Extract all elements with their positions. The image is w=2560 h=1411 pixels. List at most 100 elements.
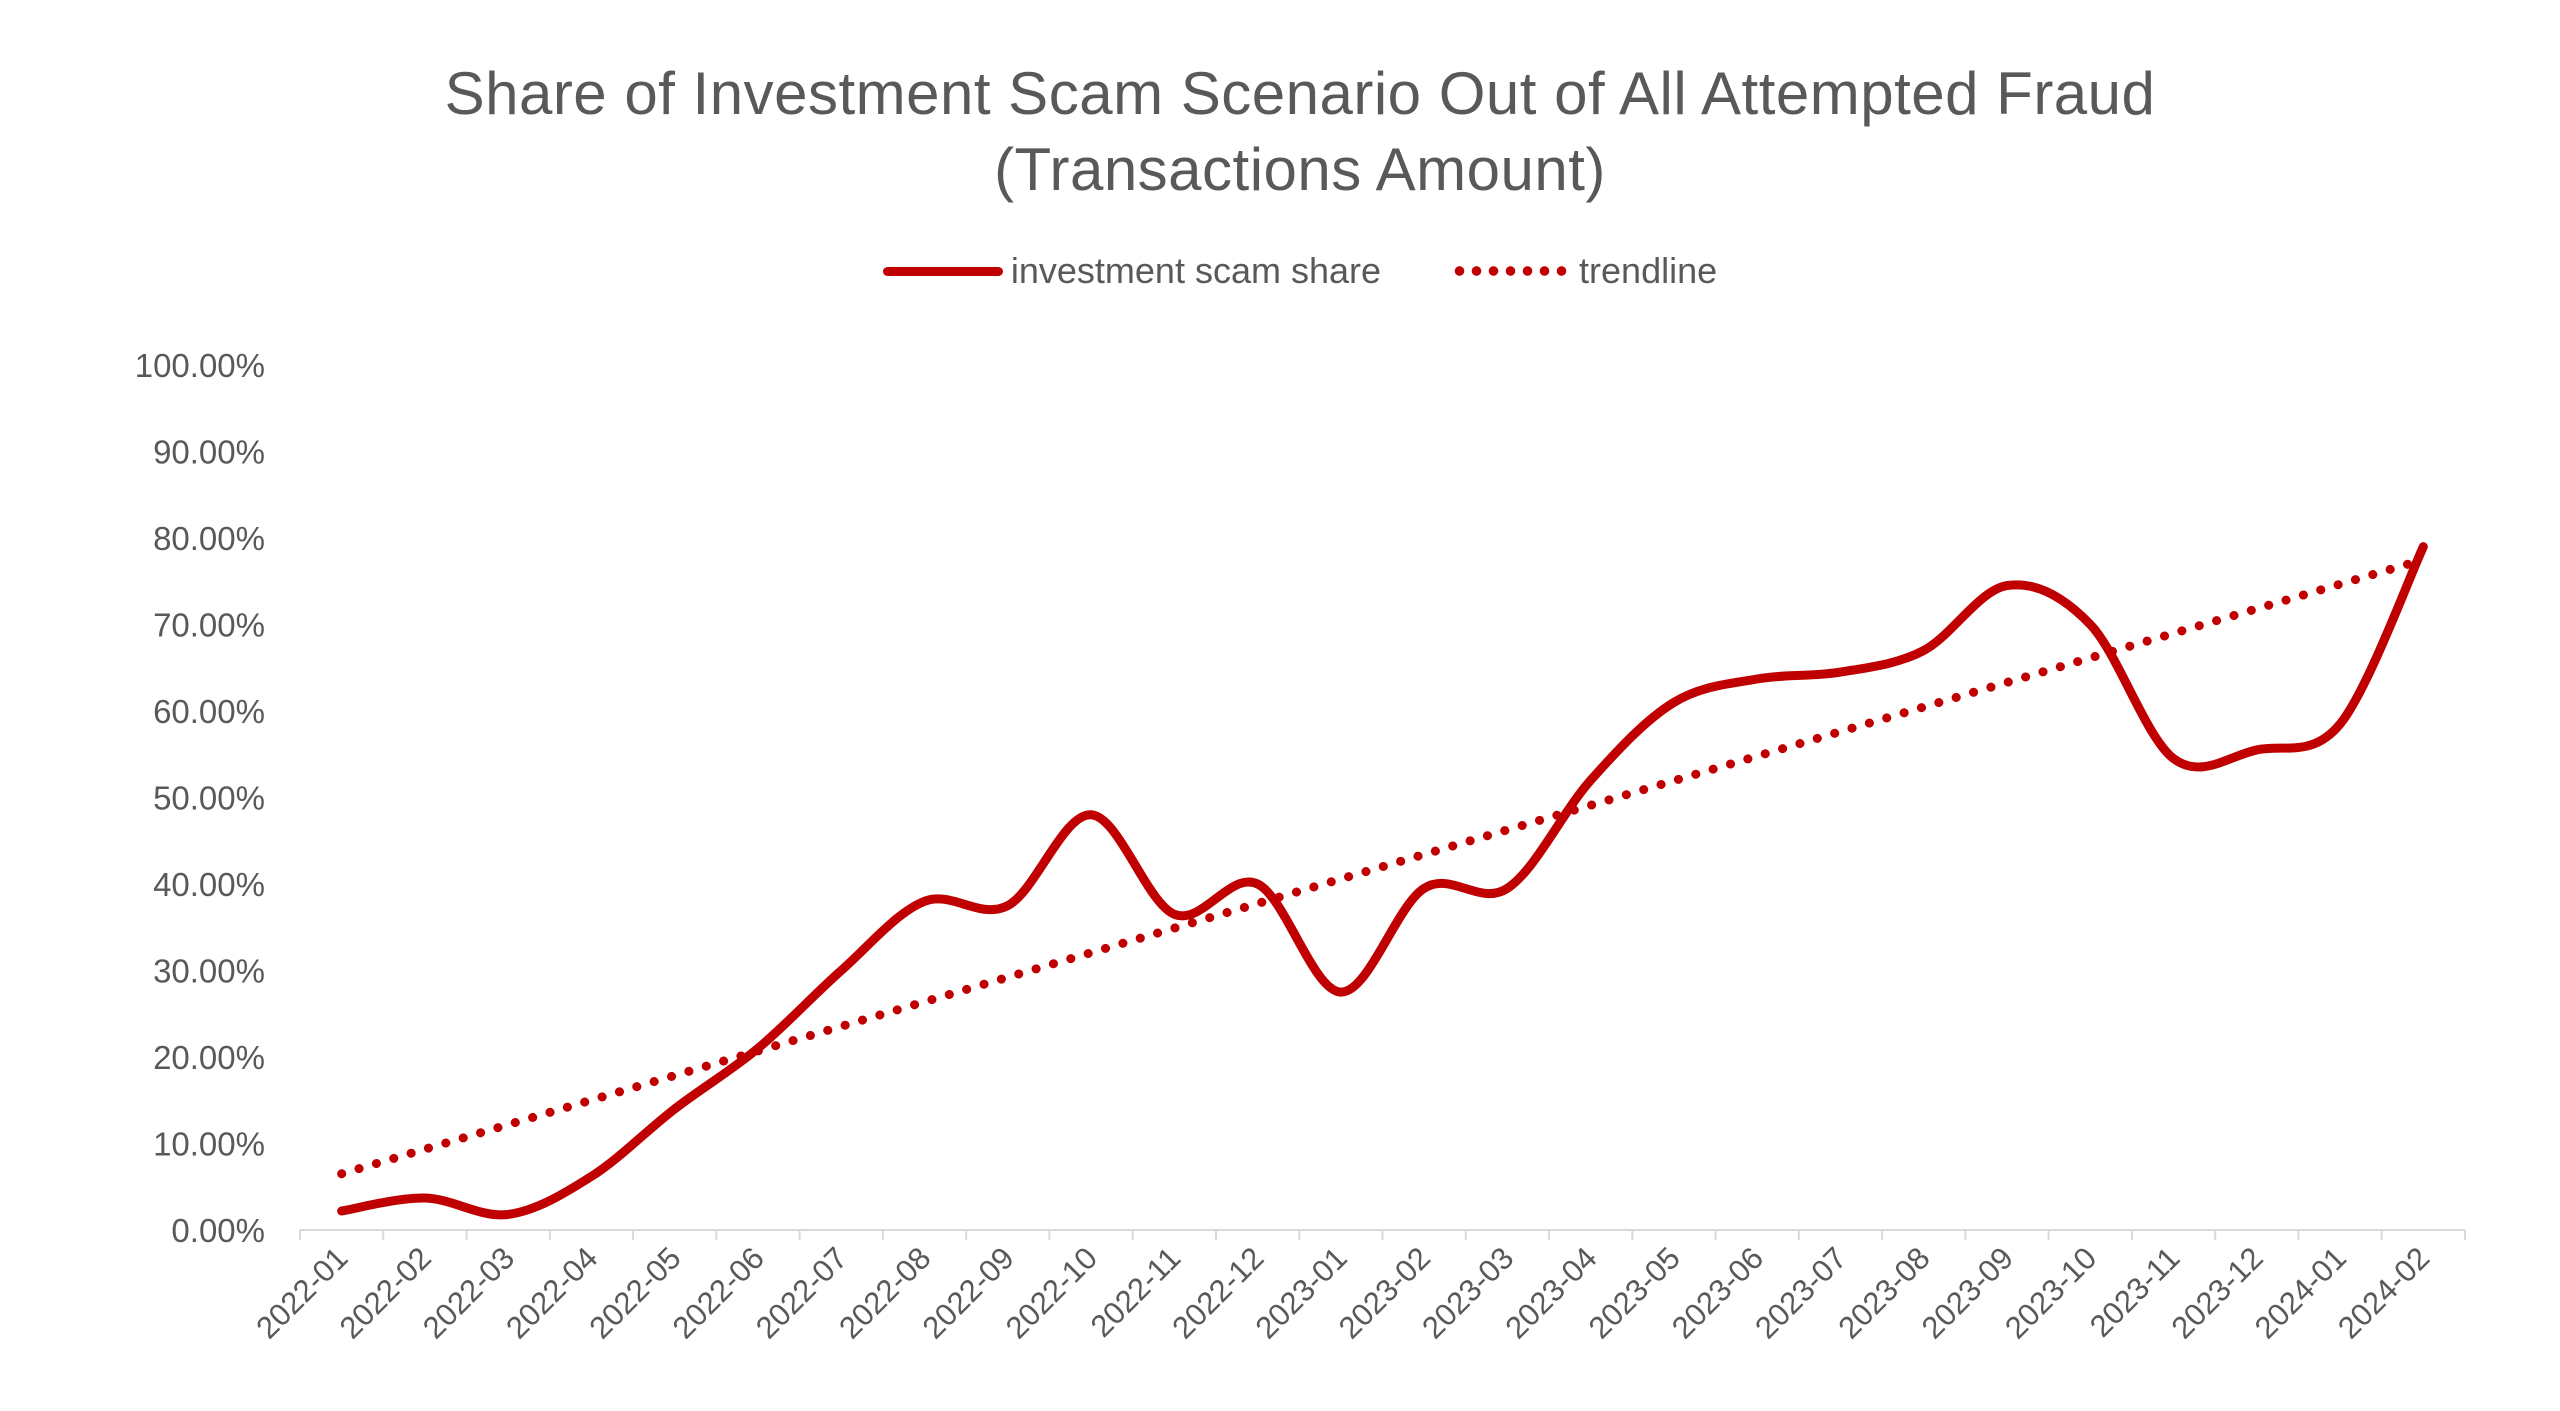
legend-swatch-dotted-line (1451, 266, 1572, 276)
x-tick-label: 2023-04 (1498, 1240, 1603, 1345)
investment-scam-share-point (1423, 887, 1425, 889)
legend-label-trendline: trendline (1579, 250, 1718, 291)
investment-scam-share-point (840, 970, 842, 972)
trendline-point (674, 1075, 676, 1077)
x-tick-label: 2023-10 (1998, 1240, 2103, 1345)
investment-scam-share-point (674, 1108, 676, 1110)
investment-scam-share-point (2006, 585, 2008, 587)
x-tick-label: 2022-04 (499, 1240, 604, 1345)
x-tick-label: 2023-12 (2165, 1240, 2270, 1345)
chart-legend: investment scam share trendline (0, 250, 2560, 292)
y-tick-label: 10.00% (153, 1126, 265, 1163)
investment-scam-share-point (1923, 649, 1925, 651)
investment-scam-share-point (2089, 624, 2091, 626)
trendline-point (2256, 608, 2258, 610)
trendline-point (1673, 780, 1675, 782)
legend-entry-investment-scam-share: investment scam share (882, 250, 1382, 292)
investment-scam-share-point (2339, 723, 2341, 725)
x-tick-label: 2022-12 (1165, 1240, 1270, 1345)
trendline-point (1923, 706, 1925, 708)
trendline-point (1340, 878, 1342, 880)
trendline-point (1007, 976, 1009, 978)
investment-scam-share-point (1340, 991, 1342, 993)
trendline-point (507, 1124, 509, 1126)
x-tick-label: 2023-02 (1332, 1240, 1437, 1345)
y-tick-label: 80.00% (153, 520, 265, 557)
trendline-point (2173, 632, 2175, 634)
x-tick-label: 2022-05 (582, 1240, 687, 1345)
x-tick-label: 2024-02 (2331, 1240, 2436, 1345)
x-tick-label: 2023-07 (1748, 1240, 1853, 1345)
x-tick-label: 2022-08 (832, 1240, 937, 1345)
x-tick-label: 2022-10 (999, 1240, 1104, 1345)
x-tick-label: 2023-01 (1249, 1240, 1354, 1345)
investment-scam-share-point (2422, 546, 2424, 548)
investment-scam-share-series-line (337, 542, 2428, 1220)
trendline-series-line (337, 555, 2428, 1179)
x-tick-label: 2022-07 (749, 1240, 854, 1345)
trendline-point (2339, 583, 2341, 585)
investment-scam-share-point (1506, 887, 1508, 889)
y-tick-label: 50.00% (153, 780, 265, 817)
x-tick-label: 2023-09 (1915, 1240, 2020, 1345)
trendline-point (1423, 853, 1425, 855)
y-tick-label: 70.00% (153, 607, 265, 644)
trendline-point (1173, 927, 1175, 929)
series-layer (337, 542, 2428, 1220)
trendline-point (1090, 952, 1092, 954)
trendline-point (341, 1173, 343, 1175)
trendline-point (1756, 755, 1758, 757)
trendline-point (2089, 657, 2091, 659)
trendline-point (1257, 903, 1259, 905)
legend-swatch-solid-line (882, 266, 1003, 276)
investment-scam-share-point (924, 900, 926, 902)
investment-scam-share-point (2256, 749, 2258, 751)
trendline-point (2006, 681, 2008, 683)
trendline-point (424, 1148, 426, 1150)
investment-scam-share-point (1007, 905, 1009, 907)
x-tick-label: 2023-03 (1415, 1240, 1520, 1345)
x-axis: 2022-012022-022022-032022-042022-052022-… (249, 1229, 2466, 1345)
investment-scam-share-point (590, 1175, 592, 1177)
x-tick-label: 2022-01 (249, 1240, 354, 1345)
trendline-point (1839, 731, 1841, 733)
legend-label-investment-scam-share: investment scam share (1010, 250, 1382, 291)
investment-scam-share-point (424, 1197, 426, 1199)
chart-subtitle: (Transactions Amount) (994, 136, 1606, 203)
x-tick-label: 2024-01 (2248, 1240, 2353, 1345)
y-tick-label: 90.00% (153, 434, 265, 471)
y-tick-label: 20.00% (153, 1039, 265, 1076)
investment-scam-share-point (1673, 701, 1675, 703)
y-tick-label: 100.00% (135, 347, 265, 384)
investment-scam-share-point (1173, 913, 1175, 915)
investment-scam-share-point (757, 1047, 759, 1049)
investment-scam-share-point (2173, 758, 2175, 760)
investment-scam-share-point (1257, 883, 1259, 885)
trendline-point (924, 1001, 926, 1003)
trendline-point (590, 1099, 592, 1101)
investment-scam-share-point (1090, 814, 1092, 816)
y-tick-label: 60.00% (153, 693, 265, 730)
investment-scam-share-point (1590, 779, 1592, 781)
x-tick-label: 2023-05 (1582, 1240, 1687, 1345)
chart-title: Share of Investment Scam Scenario Out of… (444, 60, 2156, 127)
x-tick-label: 2022-06 (666, 1240, 771, 1345)
investment-scam-share-point (1839, 671, 1841, 673)
trendline-point (1506, 829, 1508, 831)
chart-title-block: Share of Investment Scam Scenario Out of… (0, 56, 2560, 208)
x-tick-label: 2022-03 (416, 1240, 521, 1345)
y-axis: 0.00% 10.00% 20.00% 30.00% 40.00% 50.00% 60.00… (135, 347, 265, 1249)
trendline-point (840, 1025, 842, 1027)
investment-scam-share-point (341, 1210, 343, 1212)
y-tick-label: 40.00% (153, 866, 265, 903)
x-tick-label: 2022-02 (333, 1240, 438, 1345)
legend-entry-trendline: trendline (1451, 250, 1717, 292)
y-tick-label: 0.00% (171, 1212, 265, 1249)
x-tick-label: 2023-06 (1665, 1240, 1770, 1345)
x-tick-label: 2022-09 (916, 1240, 1021, 1345)
y-tick-label: 30.00% (153, 953, 265, 990)
trendline-point (1590, 804, 1592, 806)
investment-scam-share-point (1756, 678, 1758, 680)
